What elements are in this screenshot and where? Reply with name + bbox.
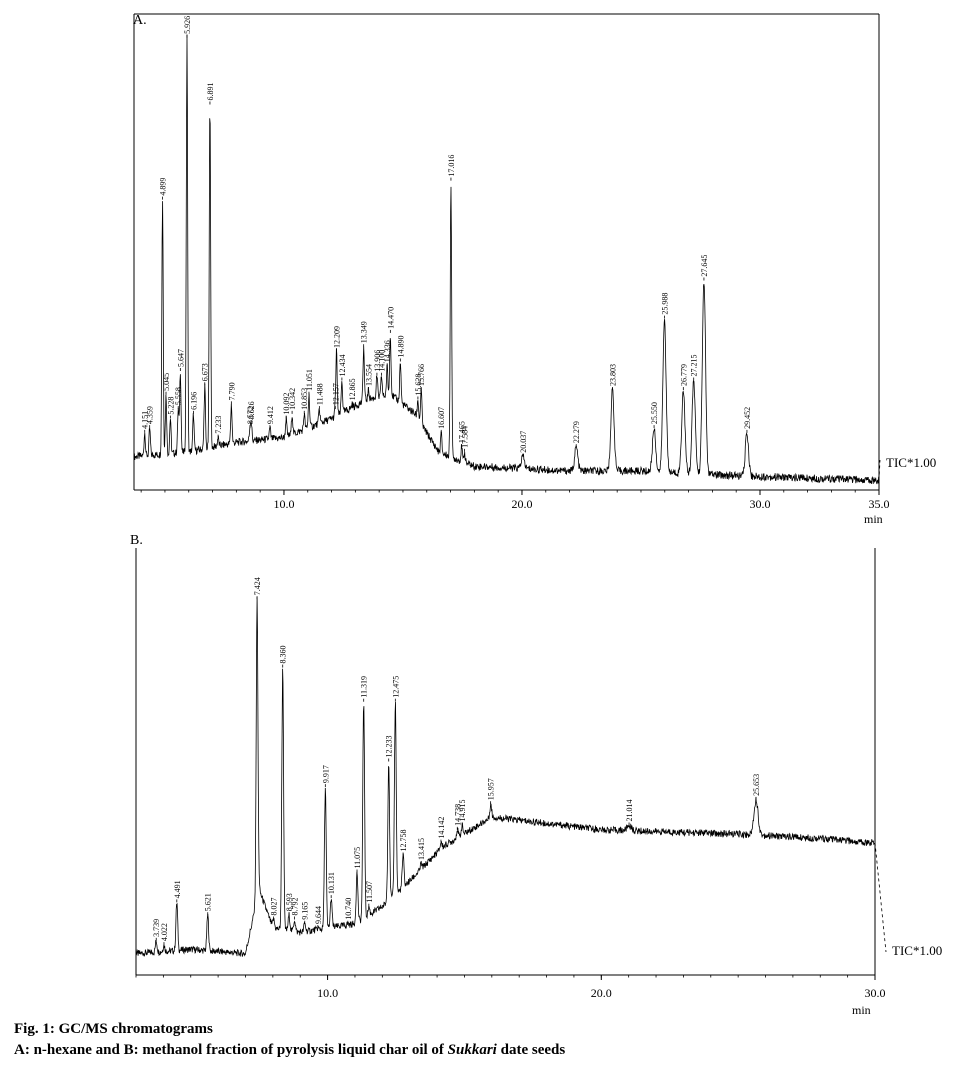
peak-label: 4.491 xyxy=(173,880,182,898)
peak-label: 17.584 xyxy=(460,426,469,448)
peak-label: 4.151 xyxy=(141,411,150,429)
peak-label: 11.051 xyxy=(305,369,314,391)
peak-label: 9.165 xyxy=(301,902,310,920)
peak-label: 17.465 xyxy=(458,421,467,443)
caption-italic: Sukkari xyxy=(447,1042,497,1058)
figure-caption-description: A: n-hexane and B: methanol fraction of … xyxy=(14,1042,565,1059)
peak-label: 5.926 xyxy=(183,16,192,34)
trace-tail xyxy=(874,842,887,953)
series-label: TIC*1.00 xyxy=(892,943,942,958)
peak-label: 4.022 xyxy=(160,923,169,941)
peak-label: 4.359 xyxy=(146,406,155,424)
peak-label: 5.621 xyxy=(204,893,213,911)
peak-label: 25.550 xyxy=(650,402,659,424)
peak-label: 29.452 xyxy=(743,407,752,429)
peak-label: 23.803 xyxy=(608,364,617,386)
peak-label: 14.915 xyxy=(458,800,467,822)
peak-label: 11.319 xyxy=(360,676,369,698)
peak-label: 14.100 xyxy=(378,350,387,372)
peak-label: 27.215 xyxy=(690,355,699,377)
peak-label: 14.336 xyxy=(383,340,392,362)
peak-label: 7.424 xyxy=(253,577,262,595)
panel-label: B. xyxy=(130,533,143,548)
peak-label: 4.899 xyxy=(159,178,168,196)
peak-label: 13.349 xyxy=(360,321,369,343)
x-tick-label: 30.0 xyxy=(749,497,770,511)
peak-label: 21.014 xyxy=(625,800,634,822)
peak-label: 14.738 xyxy=(453,804,462,826)
x-axis-unit: min xyxy=(852,1003,871,1017)
figure-caption-title: Fig. 1: GC/MS chromatograms xyxy=(14,1021,213,1038)
panel-label: A. xyxy=(133,13,147,28)
peak-label: 27.645 xyxy=(700,255,709,277)
x-tick-label: 10.0 xyxy=(273,497,294,511)
peak-label: 6.196 xyxy=(189,392,198,410)
peak-label: 12.209 xyxy=(333,326,342,348)
peak-label: 14.470 xyxy=(386,307,395,329)
x-axis-unit: min xyxy=(864,512,883,526)
peak-label: 15.957 xyxy=(487,778,496,800)
peak-label: 6.673 xyxy=(201,363,210,381)
peak-label: 7.233 xyxy=(214,416,223,434)
peak-label: 5.647 xyxy=(176,349,185,367)
peak-label: 5.045 xyxy=(162,373,171,391)
peak-label: 12.475 xyxy=(391,676,400,698)
peak-label: 9.917 xyxy=(321,765,330,783)
peak-label: 10.092 xyxy=(282,393,291,415)
x-tick-label: 20.0 xyxy=(511,497,532,511)
peak-label: 8.572 xyxy=(246,406,255,424)
peak-label: 8.027 xyxy=(270,897,279,915)
peak-label: 13.906 xyxy=(373,350,382,372)
peak-label: 6.891 xyxy=(206,82,215,100)
peak-label: 13.554 xyxy=(365,364,374,386)
peak-label: 9.644 xyxy=(314,906,323,924)
peak-label: 8.792 xyxy=(291,897,300,915)
peak-label: 9.412 xyxy=(266,406,275,424)
peak-label: 10.342 xyxy=(288,388,297,410)
peak-label: 12.865 xyxy=(348,378,357,400)
peak-label: 12.233 xyxy=(385,736,394,758)
peak-label: 12.157 xyxy=(331,383,340,405)
peak-label: 20.037 xyxy=(519,431,528,453)
peak-label: 5.228 xyxy=(166,397,175,415)
x-tick-label: 20.0 xyxy=(591,986,612,1000)
peak-label: 11.488 xyxy=(315,383,324,405)
x-tick-label: 10.0 xyxy=(317,986,338,1000)
peak-label: 5.558 xyxy=(174,387,183,405)
peak-label: 12.758 xyxy=(399,829,408,851)
peak-label: 8.593 xyxy=(285,893,294,911)
peak-label: 25.988 xyxy=(660,293,669,315)
peak-label: 10.853 xyxy=(300,388,309,410)
peak-label: 14.142 xyxy=(437,817,446,839)
peak-label: 22.279 xyxy=(572,421,581,443)
peak-label: 14.890 xyxy=(396,335,405,357)
caption-prefix: A: n-hexane and B: methanol fraction of … xyxy=(14,1042,448,1058)
peak-label: 16.607 xyxy=(437,407,446,429)
peak-label: 10.131 xyxy=(327,872,336,894)
peak-label: 15.628 xyxy=(414,374,423,396)
peak-label: 8.626 xyxy=(247,401,256,419)
series-label: TIC*1.00 xyxy=(886,455,936,470)
peak-label: 11.075 xyxy=(353,847,362,869)
caption-title-text: Fig. 1: GC/MS chromatograms xyxy=(14,1021,213,1037)
peak-label: 17.016 xyxy=(447,155,456,177)
peak-label: 3.739 xyxy=(152,919,161,937)
peak-label: 26.779 xyxy=(679,364,688,386)
peak-label: 8.360 xyxy=(279,646,288,664)
peak-label: 10.740 xyxy=(344,898,353,920)
peak-label: 13.415 xyxy=(417,838,426,860)
peak-label: 15.766 xyxy=(417,364,426,386)
peak-label: 11.507 xyxy=(365,881,374,903)
peak-label: 7.790 xyxy=(227,382,236,400)
caption-suffix: date seeds xyxy=(496,1042,566,1058)
x-tick-label: 30.0 xyxy=(865,986,886,1000)
peak-label: 12.434 xyxy=(338,355,347,377)
tic-trace xyxy=(133,34,880,485)
x-tick-label: 35.0 xyxy=(869,497,890,511)
tic-trace xyxy=(135,596,876,957)
peak-label: 25.653 xyxy=(752,774,761,796)
